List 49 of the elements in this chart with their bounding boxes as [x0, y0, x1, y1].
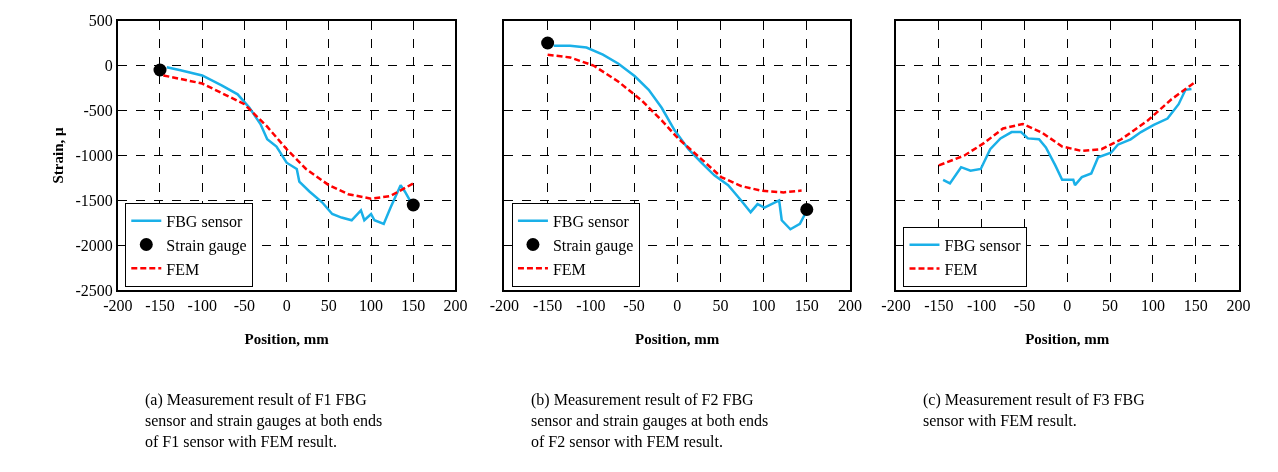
x-tick-label: 200	[1226, 297, 1251, 315]
x-axis-title: Position, mm	[244, 330, 330, 347]
text: (b) Measurement result of F2 FBG sensor and strain gauges at both ends of F2 sensor with FEM result.	[531, 391, 769, 450]
x-tick-label: -50	[623, 297, 645, 315]
x-tick-label: 150	[794, 297, 819, 315]
x-tick-label: 100	[751, 297, 776, 315]
y-axis-title: Strain, μ	[50, 126, 67, 184]
y-tick-label: -500	[83, 102, 113, 120]
legend-label: Strain gauge	[552, 236, 634, 255]
x-tick-label: 50	[1102, 297, 1119, 315]
x-tick-label: -100	[187, 297, 217, 315]
legend-label: Strain gauge	[166, 236, 247, 255]
y-tick-label: 0	[104, 57, 113, 75]
text: (c) Measurement result of F3 FBG sensor with FEM result.	[923, 391, 1146, 429]
x-tick-label: 50	[712, 297, 729, 315]
x-tick-label: -200	[103, 297, 133, 315]
x-tick-label: -200	[881, 297, 911, 315]
y-tick-label: -1500	[75, 192, 113, 210]
x-tick-label: -100	[966, 297, 997, 315]
x-tick-label: 150	[1183, 297, 1208, 315]
x-axis-title: Position, mm	[635, 330, 720, 347]
x-tick-label: 0	[1063, 297, 1072, 315]
y-tick-label: 500	[88, 12, 113, 30]
x-tick-label: -50	[1013, 297, 1036, 315]
x-tick-label: 50	[320, 297, 337, 315]
legend-label: FBG sensor	[552, 212, 630, 230]
y-tick-label: -2500	[75, 282, 113, 300]
legend-label: FBG sensor	[166, 212, 243, 230]
legend-label: FEM	[552, 260, 586, 278]
x-tick-label: 100	[1140, 297, 1165, 315]
x-tick-label: -150	[924, 297, 954, 315]
x-tick-label: 100	[359, 297, 384, 315]
x-tick-label: 200	[443, 297, 468, 315]
x-tick-label: -50	[233, 297, 256, 315]
x-tick-label: 0	[282, 297, 291, 315]
x-tick-label: -150	[145, 297, 175, 315]
legend-label: FEM	[166, 260, 200, 278]
x-tick-label: -100	[576, 297, 606, 315]
legend-label: FEM	[944, 260, 978, 278]
x-tick-label: 0	[673, 297, 682, 315]
y-tick-label: -2000	[75, 237, 113, 255]
x-tick-label: 200	[837, 297, 862, 315]
x-tick-label: -150	[532, 297, 563, 315]
x-axis-title: Position, mm	[1025, 330, 1110, 347]
legend-label: FBG sensor	[944, 236, 1022, 254]
x-tick-label: -200	[489, 297, 520, 315]
text: (a) Measurement result of F1 FBG sensor and strain gauges at both ends of F1 sensor with FEM result.	[145, 391, 383, 450]
y-tick-label: -1000	[75, 147, 113, 165]
x-tick-label: 150	[401, 297, 426, 315]
